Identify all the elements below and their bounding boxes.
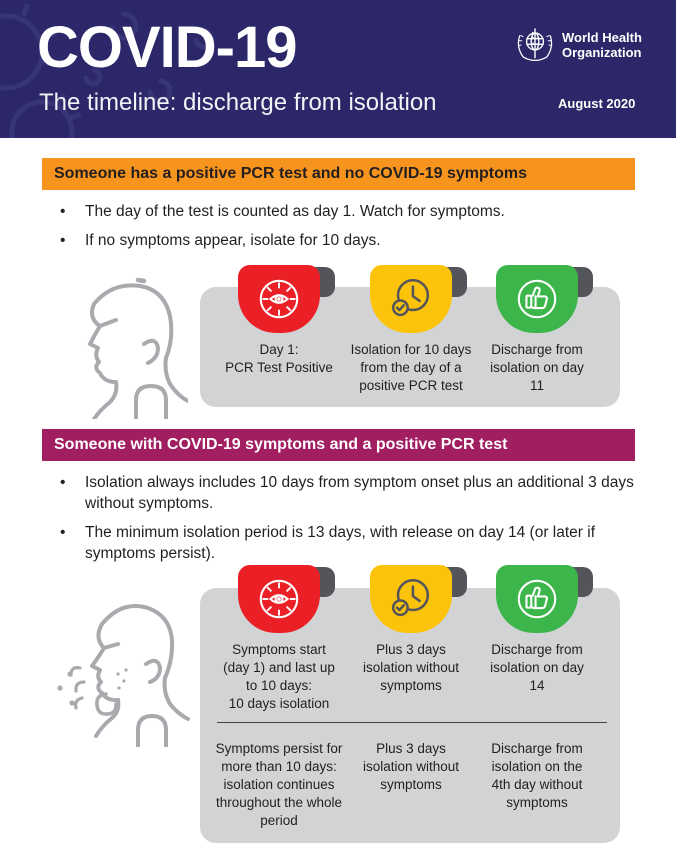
step-caption: Plus 3 days isolation without symptoms <box>362 741 460 792</box>
step-caption: Day 1: PCR Test Positive <box>225 342 333 375</box>
header: COVID-19 The timeline: discharge from is… <box>0 0 676 138</box>
bullet-glyph: • <box>60 232 66 249</box>
step-badge-discharge <box>496 265 593 333</box>
who-logo-text: World Health Organization <box>562 30 642 60</box>
page-subtitle: The timeline: discharge from isolation <box>39 89 437 116</box>
who-logo: World Health Organization <box>514 24 642 66</box>
bullet-glyph: • <box>60 524 66 541</box>
step-caption: Symptoms start (day 1) and last up to 10… <box>223 642 335 711</box>
step-caption: Discharge from isolation on day 14 <box>490 642 584 693</box>
bullet-text: If no symptoms appear, isolate for 10 da… <box>85 232 381 249</box>
coughing-person-illustration <box>57 604 190 747</box>
badge-body <box>496 265 578 333</box>
publication-date: August 2020 <box>558 96 636 111</box>
step-badge-isolation <box>370 265 467 333</box>
step-caption: Symptoms persist for more than 10 days: … <box>215 741 343 828</box>
step-caption: Discharge from isolation on the 4th day … <box>491 741 583 810</box>
bullet-text: The minimum isolation period is 13 days,… <box>85 524 596 562</box>
virus-symptoms-icon <box>259 279 299 319</box>
who-logo-line1: World Health <box>562 30 642 45</box>
badge-body <box>238 265 320 333</box>
clock-check-icon <box>391 279 430 317</box>
bullet-text: Isolation always includes 10 days from s… <box>85 474 634 512</box>
list-item: • If no symptoms appear, isolate for 10 … <box>60 230 645 251</box>
list-item: • The minimum isolation period is 13 day… <box>60 522 645 564</box>
step-caption: Discharge from isolation on day 11 <box>490 342 584 393</box>
who-logo-line2: Organization <box>562 45 642 60</box>
badge-body <box>370 265 452 333</box>
badge-body <box>370 565 452 633</box>
step-caption: Isolation for 10 days from the day of a … <box>350 342 472 393</box>
thumbs-up-icon <box>517 279 557 319</box>
section1-bullet-list: • The day of the test is counted as day … <box>60 201 645 259</box>
bullet-text: The day of the test is counted as day 1.… <box>85 203 505 220</box>
step-badge-symptoms <box>238 565 335 633</box>
virus-pattern-decoration <box>0 3 215 138</box>
step-badge-isolation <box>370 565 467 633</box>
bullet-glyph: • <box>60 474 66 491</box>
who-emblem-icon <box>517 28 553 62</box>
step-badge-day1 <box>238 265 335 333</box>
person-profile-illustration <box>88 277 188 419</box>
clock-check-icon <box>391 579 430 617</box>
badge-body <box>496 565 578 633</box>
panel-divider-line <box>217 722 607 723</box>
section2-bullet-list: • Isolation always includes 10 days from… <box>60 472 645 572</box>
list-item: • The day of the test is counted as day … <box>60 201 645 222</box>
badge-body <box>238 565 320 633</box>
section2-banner: Someone with COVID-19 symptoms and a pos… <box>42 429 635 461</box>
list-item: • Isolation always includes 10 days from… <box>60 472 645 514</box>
virus-symptoms-icon <box>259 579 299 619</box>
step-caption: Plus 3 days isolation without symptoms <box>362 642 460 693</box>
thumbs-up-icon <box>517 579 557 619</box>
bullet-glyph: • <box>60 203 66 220</box>
section1-banner: Someone has a positive PCR test and no C… <box>42 158 635 190</box>
step-badge-discharge <box>496 565 593 633</box>
page-title: COVID-19 <box>37 15 298 80</box>
